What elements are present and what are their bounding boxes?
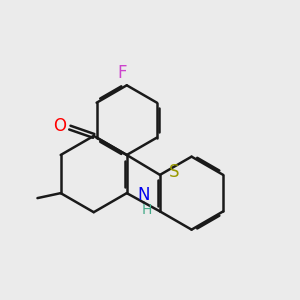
Text: H: H (142, 202, 152, 217)
Text: F: F (117, 64, 127, 82)
Text: S: S (169, 163, 180, 181)
Text: N: N (137, 186, 150, 204)
Text: O: O (53, 117, 66, 135)
